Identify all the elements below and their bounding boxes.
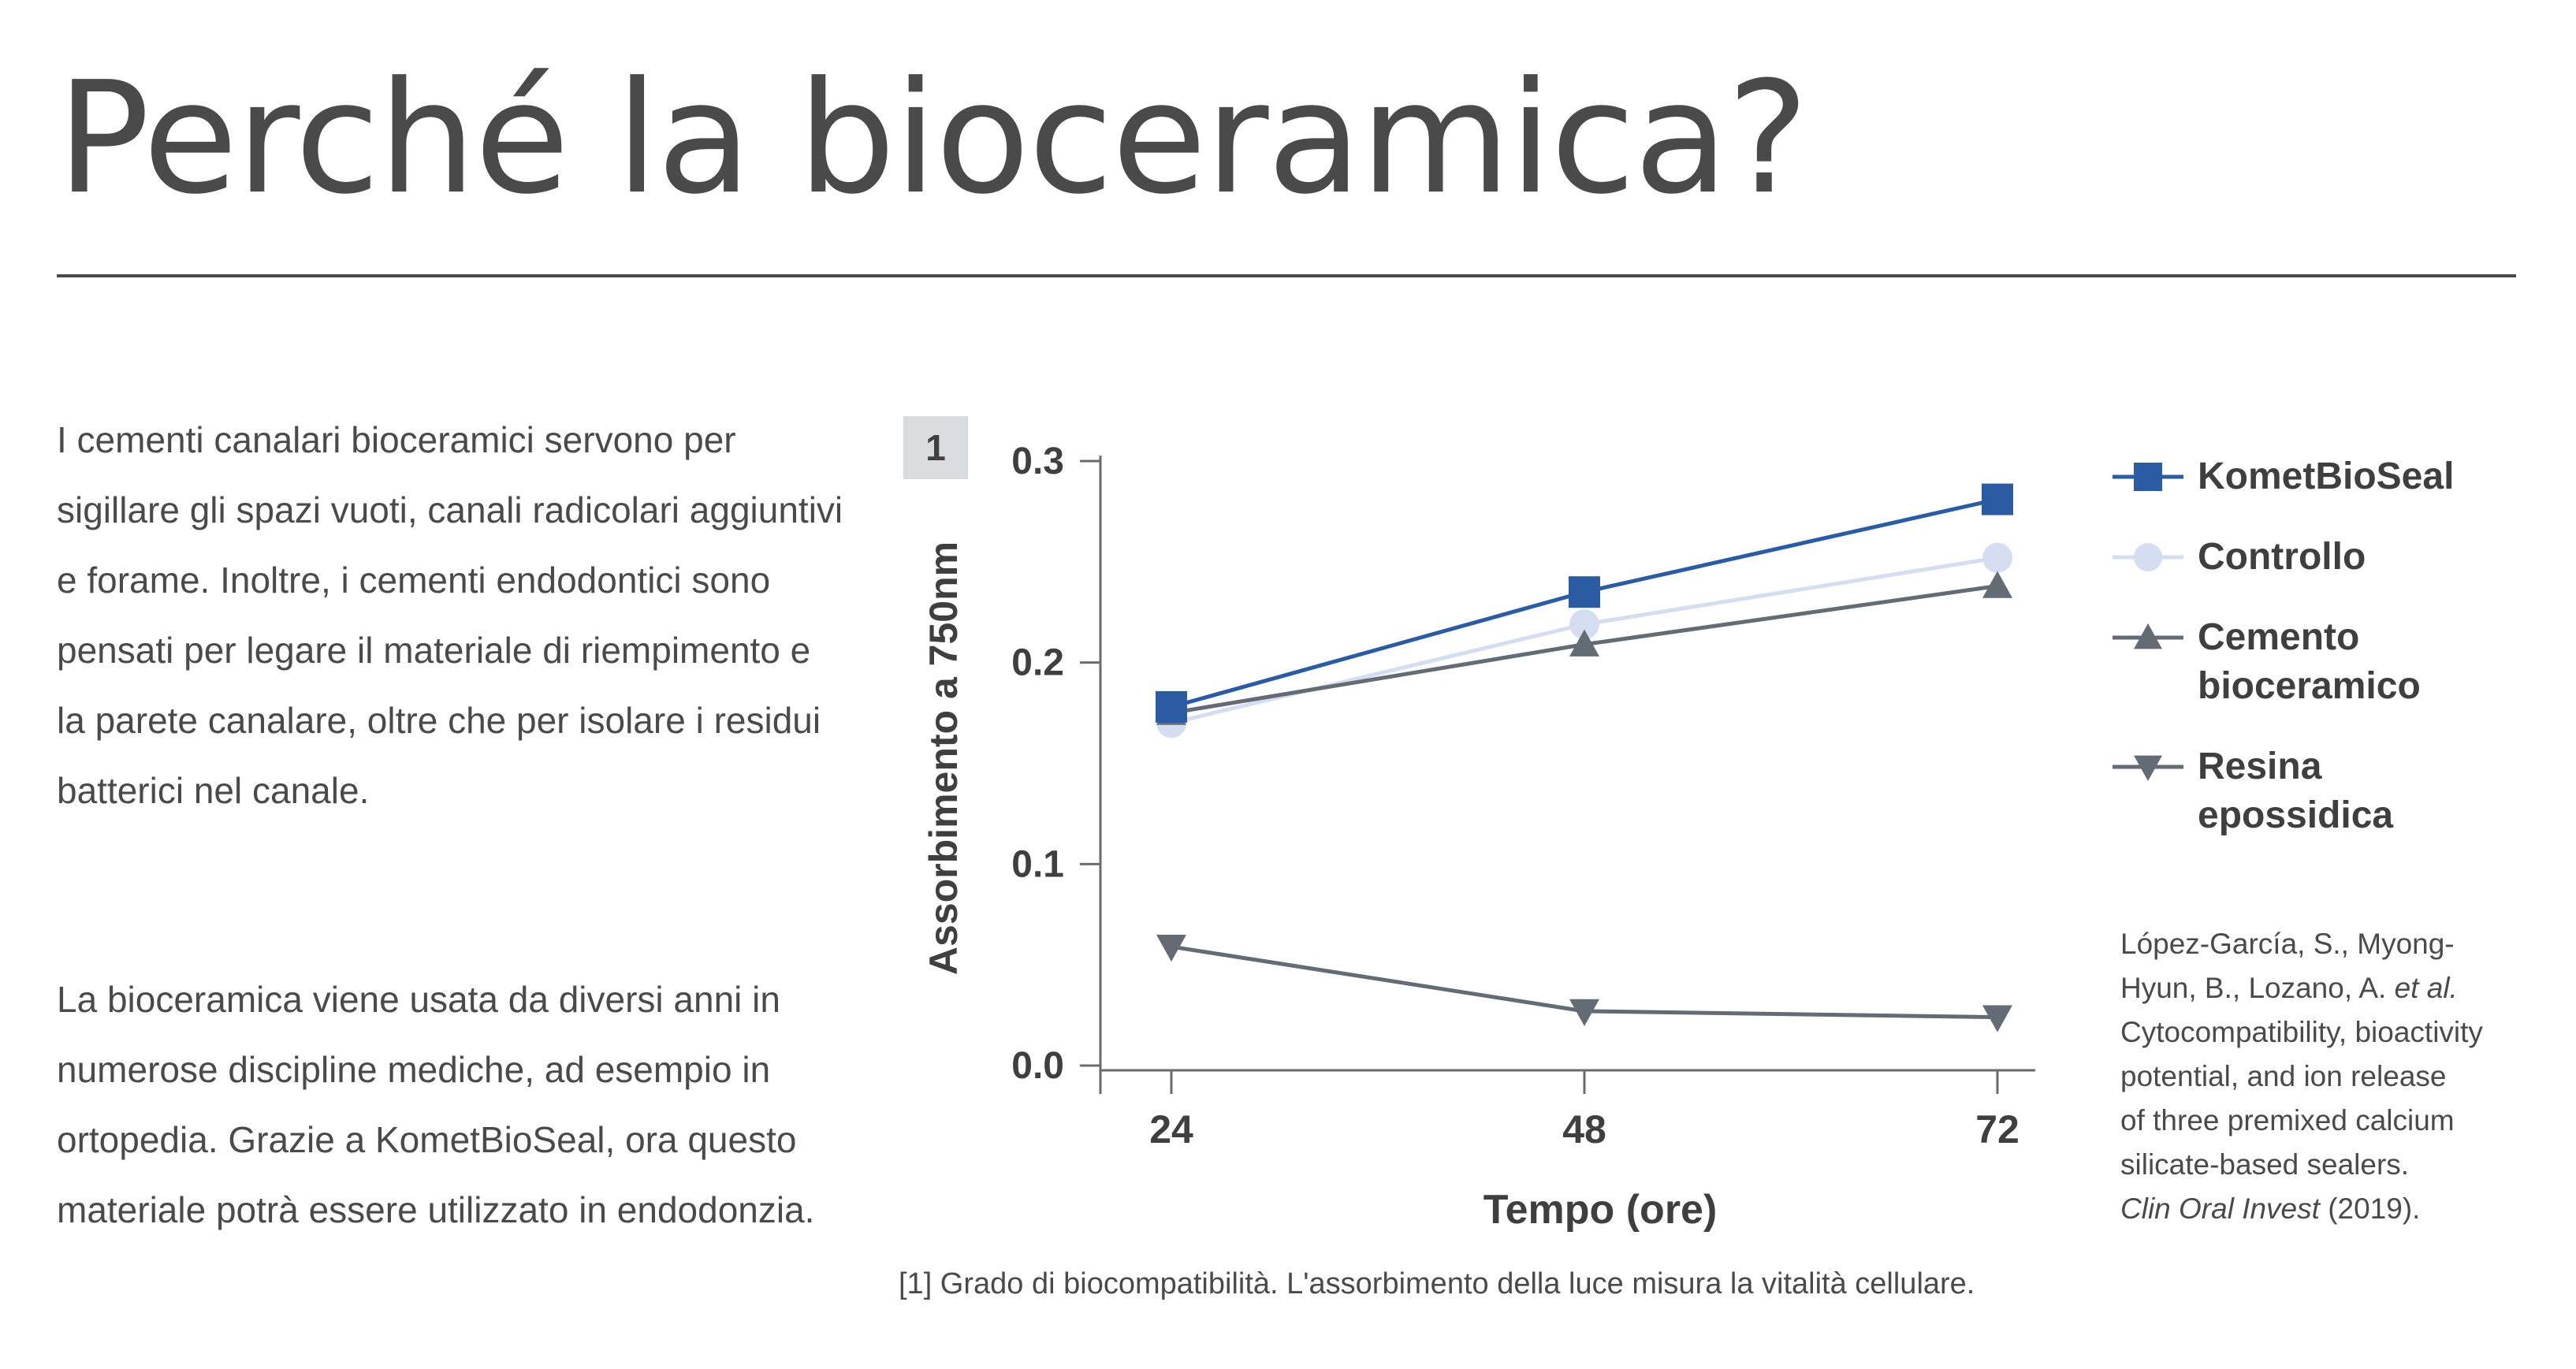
reference-authors: Hyun, B., Lozano, A. bbox=[2120, 972, 2395, 1004]
y-tick-label: 0.3 bbox=[1011, 441, 1064, 482]
title-divider bbox=[57, 274, 2516, 277]
literature-reference: López-García, S., Myong- Hyun, B., Lozan… bbox=[2120, 922, 2562, 1231]
legend-label: KometBioSeal bbox=[2198, 452, 2497, 501]
legend-item-cemento-bioceramico: Cemento bioceramico bbox=[2113, 613, 2497, 711]
reference-et-al: et al. bbox=[2394, 972, 2458, 1004]
x-tick-label: 24 bbox=[1149, 1107, 1193, 1151]
data-point-resina-epossidica bbox=[1569, 999, 1599, 1026]
legend-label: Resina epossidica bbox=[2198, 742, 2497, 840]
legend-label: Cemento bioceramico bbox=[2198, 613, 2497, 711]
legend-label-line: KometBioSeal bbox=[2198, 456, 2455, 497]
figure-caption: [1] Grado di biocompatibilità. L'assorbi… bbox=[899, 1267, 1975, 1300]
reference-line: López-García, S., Myong- bbox=[2120, 928, 2455, 960]
legend-marker-resina-epossidica bbox=[2113, 755, 2183, 781]
y-tick-label: 0.0 bbox=[1011, 1045, 1064, 1087]
page-title: Perché la bioceramica? bbox=[57, 49, 1809, 229]
legend-label-line: bioceramico bbox=[2198, 665, 2421, 707]
legend-item-resina-epossidica: Resina epossidica bbox=[2113, 742, 2497, 840]
y-axis-title: Assorbimento a 750nm bbox=[921, 541, 966, 975]
x-tick-label: 48 bbox=[1562, 1107, 1606, 1151]
data-point-resina-epossidica bbox=[1156, 934, 1186, 962]
data-point-resina-epossidica bbox=[1982, 1005, 2012, 1032]
y-tick-label: 0.2 bbox=[1011, 642, 1064, 684]
legend-item-controllo: Controllo bbox=[2113, 533, 2497, 582]
chart-legend: KometBioSeal Controllo Cemento bioceramico R… bbox=[2113, 452, 2497, 872]
x-axis-title: Tempo (ore) bbox=[1483, 1187, 1718, 1233]
intro-paragraph: I cementi canalari bioceramici servono p… bbox=[57, 419, 843, 811]
x-tick-label: 72 bbox=[1975, 1107, 2019, 1151]
legend-marker-cemento-bioceramico bbox=[2113, 623, 2183, 649]
reference-line: of three premixed calcium bbox=[2120, 1104, 2455, 1136]
data-point-kometbioseal bbox=[1982, 483, 2013, 515]
data-point-controllo bbox=[1569, 609, 1599, 640]
data-point-cemento-bioceramico bbox=[1982, 571, 2012, 598]
reference-line: Clin Oral Invest (2019). bbox=[2120, 1187, 2562, 1231]
reference-year: (2019). bbox=[2319, 1192, 2421, 1225]
data-point-controllo bbox=[1982, 542, 2012, 573]
legend-label-line: epossidica bbox=[2198, 794, 2394, 836]
reference-line: silicate-based sealers. bbox=[2120, 1148, 2410, 1181]
legend-item-kometbioseal: KometBioSeal bbox=[2113, 452, 2497, 501]
reference-line: Cytocompatibility, bioactivity bbox=[2120, 1016, 2483, 1048]
legend-label-line: Resina bbox=[2198, 746, 2322, 787]
data-point-cemento-bioceramico bbox=[1569, 629, 1599, 657]
reference-line: Hyun, B., Lozano, A. et al. bbox=[2120, 966, 2562, 1010]
legend-label: Controllo bbox=[2198, 533, 2497, 582]
data-point-kometbioseal bbox=[1156, 690, 1187, 723]
bioceramic-paragraph: La bioceramica viene usata da diversi an… bbox=[57, 979, 815, 1230]
reference-journal: Clin Oral Invest bbox=[2120, 1192, 2320, 1225]
y-tick-label: 0.1 bbox=[1011, 843, 1064, 885]
legend-marker-controllo bbox=[2113, 543, 2183, 571]
legend-label-line: Controllo bbox=[2198, 536, 2366, 578]
legend-label-line: Cemento bbox=[2198, 616, 2360, 658]
figure-number-badge: 1 bbox=[903, 416, 968, 479]
reference-line: potential, and ion release bbox=[2120, 1060, 2447, 1092]
data-point-kometbioseal bbox=[1569, 576, 1600, 608]
legend-marker-kometbioseal bbox=[2113, 463, 2183, 491]
